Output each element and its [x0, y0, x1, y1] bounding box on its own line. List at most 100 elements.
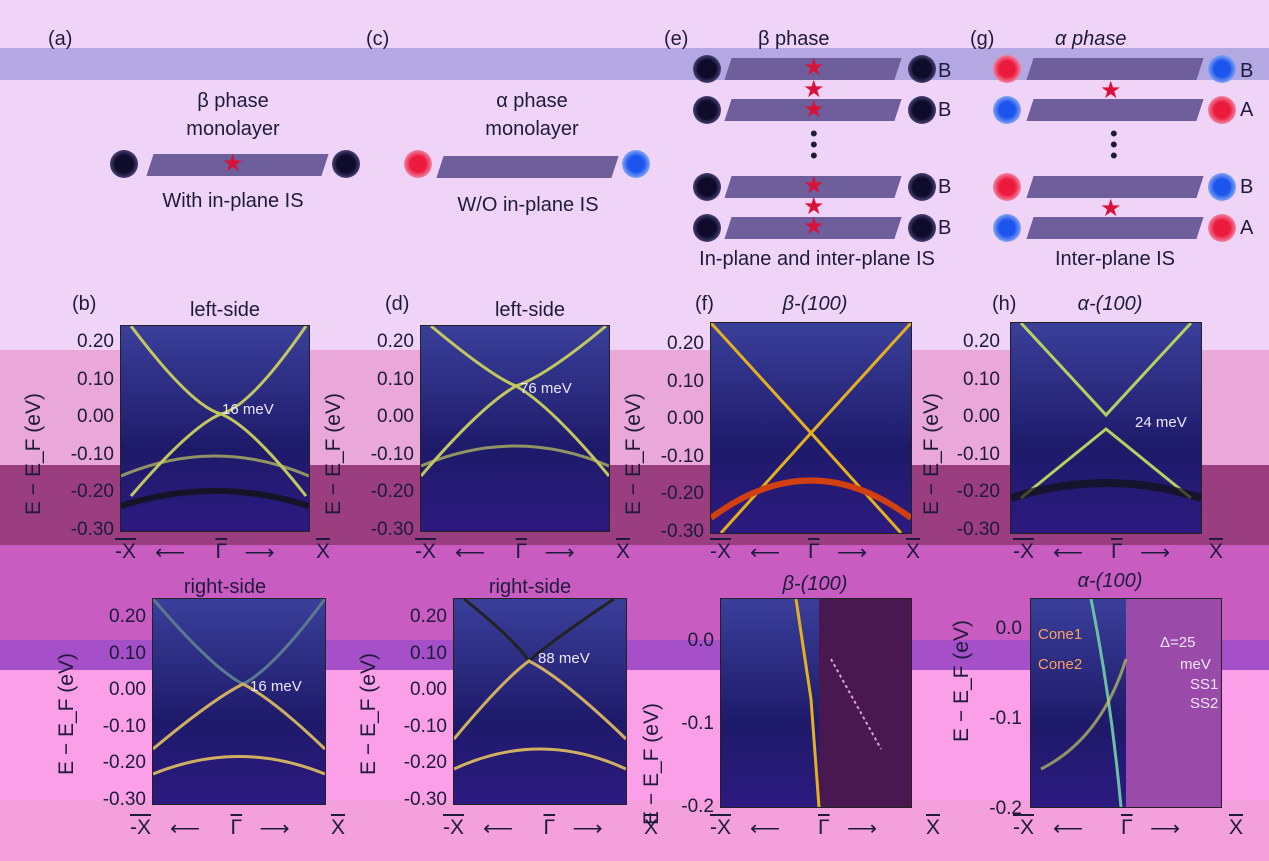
band-lines: [421, 326, 609, 477]
layer-letter: B: [938, 217, 952, 239]
y-tick-label: -0.1: [681, 713, 714, 734]
y-tick-label: 0.0: [995, 618, 1022, 639]
y-tick-label: 0.10: [77, 368, 114, 390]
panel-d-label: (d): [385, 293, 410, 315]
panel-a-caption: With in-plane IS: [162, 190, 304, 212]
panel-e-title: β phase: [758, 28, 830, 50]
atom-dark-orb: [332, 150, 360, 178]
left-arrow-icon: ⟵: [483, 817, 514, 840]
panel-a-title1: β phase: [197, 90, 269, 112]
x-right-label: X: [316, 540, 331, 563]
inversion-center-star-icon: ★: [803, 213, 825, 240]
y-tick-label: -0.10: [660, 445, 704, 467]
panel-d-title: left-side: [494, 299, 566, 321]
y-tick-label: -0.2: [989, 798, 1022, 819]
band-lines: [153, 599, 325, 776]
y-tick-label: -0.20: [403, 752, 447, 773]
y-tick-label: -0.30: [660, 520, 704, 542]
ellipsis-dots: • • •: [1110, 121, 1118, 168]
y-axis-label: E − E_F (eV): [622, 393, 645, 515]
panel-g-caption: Inter-plane IS: [1054, 248, 1176, 270]
atom-dark-orb: [908, 173, 936, 201]
band-lines: [454, 599, 626, 771]
band-lines: [1040, 599, 1221, 807]
atom-dark-orb: [693, 214, 721, 242]
x-left-label: -X: [115, 540, 136, 563]
x-left-label: -X: [710, 540, 731, 563]
atom-red-orb: [993, 173, 1021, 201]
atom-dark-orb: [693, 96, 721, 124]
y-tick-label: -0.20: [70, 481, 114, 502]
atom-blue-orb: [993, 214, 1021, 242]
y-axis-label: E − E_F (eV): [322, 393, 345, 515]
x-right-label: X: [926, 816, 941, 839]
gap-annotation: 24 meV: [1135, 414, 1187, 431]
delta-label: Δ=25: [1160, 634, 1196, 651]
panel-h-title: α-(100): [1077, 293, 1143, 315]
y-tick-label: -0.30: [70, 518, 114, 540]
panel-c-label: (c): [366, 28, 390, 50]
panel-a-label: (a): [48, 28, 73, 50]
band-plot-b2: [152, 598, 326, 805]
y-tick-label: 0.20: [77, 331, 114, 352]
band-plot-h2: [1030, 598, 1222, 808]
x-mid-label: Γ: [818, 816, 830, 839]
atom-dark-orb: [693, 173, 721, 201]
y-tick-label: -0.20: [370, 481, 414, 502]
band-lines: [1011, 323, 1201, 502]
x-right-label: X: [906, 540, 921, 563]
y-tick-label: 0.00: [77, 406, 114, 427]
panel-b2-title: right-side: [183, 576, 267, 598]
x-right-label: X: [644, 816, 659, 839]
inversion-center-star-icon: ★: [1100, 77, 1122, 104]
layer-letter: B: [1240, 60, 1254, 82]
x-mid-label: Γ: [230, 816, 243, 839]
y-axis-label: E − E_F (eV): [357, 653, 380, 775]
layer-letter: A: [1240, 99, 1254, 121]
y-tick-label: 0.00: [667, 408, 704, 429]
left-arrow-icon: ⟵: [455, 541, 486, 564]
right-arrow-icon: ⟶: [259, 817, 290, 840]
panel-d2-title: right-side: [488, 576, 572, 598]
left-arrow-icon: ⟵: [1053, 817, 1084, 840]
panel-f-label: (f): [695, 293, 714, 315]
right-arrow-icon: ⟶: [572, 817, 603, 840]
layer-plate: [1026, 99, 1204, 121]
panel-b-title: left-side: [189, 299, 261, 321]
inversion-center-star-icon: ★: [1100, 195, 1122, 222]
band-lines: [121, 326, 309, 509]
panel-b-label: (b): [72, 293, 97, 315]
panel-c-title1: α phase: [496, 90, 568, 112]
x-right-label: X: [1209, 540, 1224, 563]
y-axis-label: E − E_F (eV): [640, 703, 663, 825]
band-plot-f: [710, 322, 912, 534]
panel-g-title: α phase: [1055, 28, 1127, 50]
band-lines: [794, 599, 911, 807]
layer-letter: A: [1240, 217, 1254, 239]
x-right-label: X: [1229, 816, 1244, 839]
y-tick-label: -0.20: [102, 752, 146, 773]
y-tick-label: 0.20: [109, 606, 146, 627]
inversion-center-star-icon: ★: [222, 150, 244, 177]
atom-blue-orb: [1208, 55, 1236, 83]
atom-red-orb: [1208, 214, 1236, 242]
gap-annotation: 16 meV: [250, 678, 302, 695]
atom-red-orb: [404, 150, 432, 178]
x-right-label: X: [331, 816, 346, 839]
atom-dark-orb: [908, 214, 936, 242]
band-plot-b: [120, 325, 310, 532]
inversion-center-star-icon: ★: [803, 76, 825, 103]
right-arrow-icon: ⟶: [244, 541, 275, 564]
atom-blue-orb: [993, 96, 1021, 124]
y-tick-label: -0.30: [956, 518, 1000, 540]
y-axis-label: E − E_F (eV): [22, 393, 45, 515]
x-mid-label: Γ: [215, 540, 228, 563]
cone2-label: Cone2: [1038, 656, 1083, 673]
ellipsis-dots: • • •: [810, 121, 818, 168]
band-plot-f2: [720, 598, 912, 808]
y-tick-label: 0.10: [410, 642, 447, 664]
panel-f-title: β-(100): [782, 293, 848, 315]
x-mid-label: Γ: [808, 540, 820, 563]
x-left-label: -X: [415, 540, 436, 563]
panel-h-label: (h): [992, 293, 1017, 315]
